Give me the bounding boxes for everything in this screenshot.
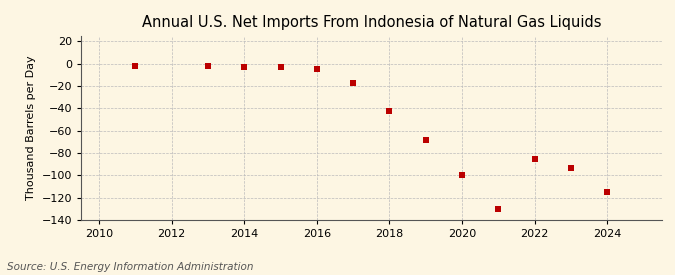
Point — [348, 81, 358, 85]
Point — [130, 64, 141, 68]
Point — [456, 173, 467, 178]
Point — [275, 65, 286, 69]
Y-axis label: Thousand Barrels per Day: Thousand Barrels per Day — [26, 56, 36, 200]
Title: Annual U.S. Net Imports From Indonesia of Natural Gas Liquids: Annual U.S. Net Imports From Indonesia o… — [142, 15, 601, 31]
Point — [601, 190, 612, 194]
Point — [421, 138, 431, 142]
Point — [529, 156, 540, 161]
Point — [566, 165, 576, 170]
Text: Source: U.S. Energy Information Administration: Source: U.S. Energy Information Administ… — [7, 262, 253, 272]
Point — [311, 67, 322, 72]
Point — [384, 108, 395, 113]
Point — [202, 64, 213, 68]
Point — [493, 207, 504, 211]
Point — [239, 65, 250, 69]
